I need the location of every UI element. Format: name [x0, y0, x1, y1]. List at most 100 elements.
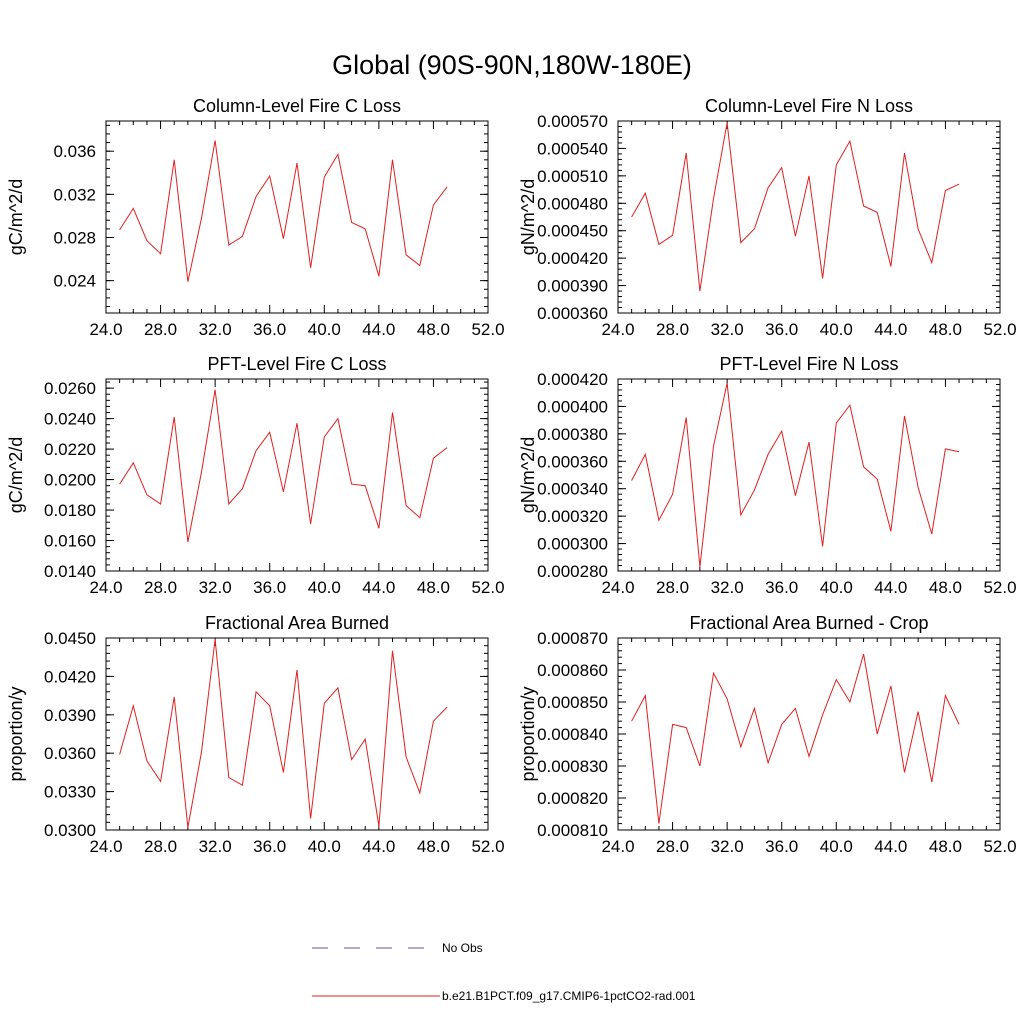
- x-tick-label: 32.0: [711, 837, 744, 856]
- y-tick-label: 0.000830: [537, 757, 608, 776]
- y-tick-label: 0.000820: [537, 789, 608, 808]
- x-tick-label: 32.0: [199, 578, 232, 597]
- y-tick-label: 0.000840: [537, 725, 608, 744]
- y-tick-label: 0.000480: [537, 194, 608, 213]
- x-tick-label: 44.0: [874, 837, 907, 856]
- panel-title: Column-Level Fire N Loss: [705, 96, 913, 116]
- x-tick-label: 28.0: [656, 578, 689, 597]
- y-tick-label: 0.000850: [537, 693, 608, 712]
- panel-title: Column-Level Fire C Loss: [193, 96, 401, 116]
- x-tick-label: 24.0: [89, 837, 122, 856]
- x-tick-label: 52.0: [983, 320, 1016, 339]
- y-tick-label: 0.0180: [44, 501, 96, 520]
- panel-title: Fractional Area Burned - Crop: [689, 613, 928, 633]
- x-tick-label: 48.0: [929, 578, 962, 597]
- y-tick-label: 0.0160: [44, 532, 96, 551]
- x-tick-label: 44.0: [362, 837, 395, 856]
- x-tick-label: 52.0: [471, 837, 504, 856]
- x-tick-label: 48.0: [417, 320, 450, 339]
- y-tick-label: 0.000380: [537, 425, 608, 444]
- y-tick-label: 0.0360: [44, 744, 96, 763]
- x-tick-label: 48.0: [929, 320, 962, 339]
- x-tick-label: 44.0: [362, 578, 395, 597]
- panel-title: PFT-Level Fire N Loss: [719, 354, 898, 374]
- y-tick-label: 0.0240: [44, 410, 96, 429]
- series-line: [631, 382, 960, 567]
- y-tick-label: 0.000810: [537, 821, 608, 840]
- y-tick-label: 0.000420: [537, 370, 608, 389]
- x-tick-label: 40.0: [308, 837, 341, 856]
- panel-title: PFT-Level Fire C Loss: [207, 354, 386, 374]
- y-tick-label: 0.000390: [537, 277, 608, 296]
- series-line: [631, 122, 960, 292]
- y-tick-label: 0.024: [53, 272, 96, 291]
- y-axis-label: gN/m^2/d: [518, 437, 538, 513]
- y-tick-label: 0.036: [53, 142, 96, 161]
- x-tick-label: 36.0: [765, 320, 798, 339]
- x-tick-label: 52.0: [471, 578, 504, 597]
- x-tick-label: 44.0: [874, 320, 907, 339]
- panel-2: PFT-Level Fire C Loss gC/m^2/d 24.0 28.0 32.…: [6, 354, 505, 597]
- x-tick-label: 32.0: [711, 578, 744, 597]
- y-tick-label: 0.000860: [537, 661, 608, 680]
- x-tick-label: 32.0: [199, 320, 232, 339]
- panel-5: Fractional Area Burned - Crop proportion/…: [518, 613, 1017, 856]
- plot-frame: [617, 637, 1001, 831]
- y-tick-label: 0.032: [53, 185, 96, 204]
- x-tick-label: 36.0: [765, 837, 798, 856]
- series-line: [119, 140, 448, 282]
- x-tick-label: 48.0: [417, 837, 450, 856]
- x-tick-label: 28.0: [144, 837, 177, 856]
- panel-4: Fractional Area Burned proportion/y 24.0 28…: [6, 613, 505, 856]
- x-tick-label: 32.0: [199, 837, 232, 856]
- y-axis-label: gN/m^2/d: [518, 179, 538, 255]
- x-tick-label: 40.0: [820, 837, 853, 856]
- y-tick-label: 0.000300: [537, 535, 608, 554]
- x-tick-label: 36.0: [765, 578, 798, 597]
- y-tick-label: 0.0260: [44, 379, 96, 398]
- y-tick-label: 0.000340: [537, 480, 608, 499]
- y-tick-label: 0.0450: [44, 629, 96, 648]
- y-tick-label: 0.0420: [44, 667, 96, 686]
- series-line: [119, 389, 448, 543]
- x-tick-label: 28.0: [144, 320, 177, 339]
- y-tick-label: 0.000360: [537, 452, 608, 471]
- y-tick-label: 0.0390: [44, 706, 96, 725]
- main-title: Global (90S-90N,180W-180E): [332, 50, 692, 80]
- y-tick-label: 0.000510: [537, 167, 608, 186]
- y-axis-label: proportion/y: [518, 686, 538, 781]
- y-tick-label: 0.000320: [537, 507, 608, 526]
- x-tick-label: 36.0: [253, 578, 286, 597]
- x-tick-label: 24.0: [601, 837, 634, 856]
- x-tick-label: 52.0: [983, 578, 1016, 597]
- y-tick-label: 0.0300: [44, 821, 96, 840]
- x-tick-label: 36.0: [253, 320, 286, 339]
- y-axis-label: gC/m^2/d: [6, 437, 26, 513]
- x-tick-label: 40.0: [820, 320, 853, 339]
- x-tick-label: 52.0: [471, 320, 504, 339]
- y-tick-label: 0.000420: [537, 249, 608, 268]
- legend: No Obs b.e21.B1PCT.f09_g17.CMIP6-1pctCO2…: [312, 941, 696, 1003]
- x-tick-label: 32.0: [711, 320, 744, 339]
- y-axis-label: proportion/y: [6, 686, 26, 781]
- plot-frame: [617, 378, 1001, 572]
- x-tick-label: 28.0: [656, 837, 689, 856]
- x-tick-label: 52.0: [983, 837, 1016, 856]
- x-tick-label: 28.0: [144, 578, 177, 597]
- x-tick-label: 28.0: [656, 320, 689, 339]
- y-tick-label: 0.000400: [537, 397, 608, 416]
- x-tick-label: 40.0: [308, 320, 341, 339]
- x-tick-label: 36.0: [253, 837, 286, 856]
- x-tick-label: 24.0: [601, 320, 634, 339]
- panel-0: Column-Level Fire C Loss gC/m^2/d 24.0 28.0…: [6, 96, 505, 339]
- y-tick-label: 0.000540: [537, 139, 608, 158]
- y-tick-label: 0.000450: [537, 222, 608, 241]
- y-tick-label: 0.000870: [537, 629, 608, 648]
- panel-title: Fractional Area Burned: [205, 613, 389, 633]
- x-tick-label: 24.0: [601, 578, 634, 597]
- y-tick-label: 0.000360: [537, 304, 608, 323]
- series-line: [119, 639, 448, 828]
- panels: Column-Level Fire C Loss gC/m^2/d 24.0 28.0…: [6, 96, 1017, 856]
- y-axis-label: gC/m^2/d: [6, 179, 26, 255]
